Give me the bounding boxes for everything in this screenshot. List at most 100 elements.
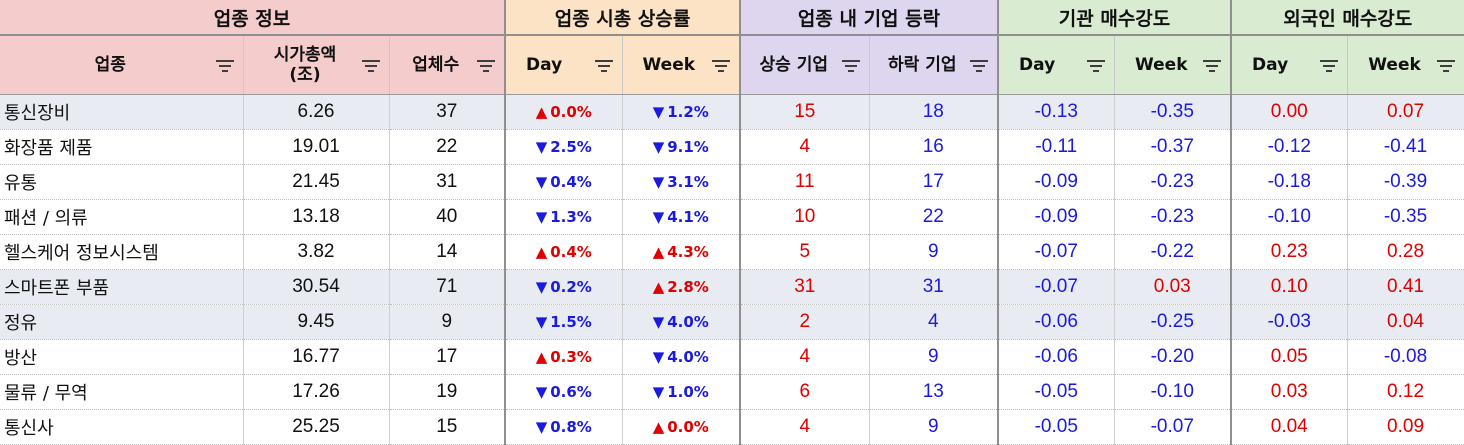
rate-value: 0.8% [550, 418, 592, 436]
for-day-value: 0.03 [1231, 374, 1348, 410]
sector-name: 방산 [0, 339, 244, 375]
table-row[interactable]: 패션 / 의류 13.18 40 ▼ 1.3% ▼ 4.1% 10 22 -0.09 -0.23 -0… [0, 199, 1464, 235]
rate-value: 0.6% [550, 383, 592, 401]
inst-day-value: -0.05 [998, 409, 1115, 445]
group-header-count: 업종 내 기업 등락 [740, 0, 1000, 36]
column-header-sector: 업종 [0, 35, 244, 95]
rate-value: 0.4% [550, 173, 592, 191]
table-row[interactable]: 스마트폰 부품 30.54 71 ▼ 0.2% ▲ 2.8% 31 31 -0.07 0.03 0.1… [0, 269, 1464, 305]
market-cap-value: 6.26 [243, 94, 390, 130]
inst-day-value: -0.09 [998, 199, 1115, 235]
filter-icon[interactable] [1319, 57, 1339, 73]
triangle-down-icon: ▼ [535, 173, 548, 191]
rate-week-cell: ▲ 0.0% [622, 409, 742, 445]
column-label-market-cap: 시가총액 [273, 45, 337, 65]
table-row[interactable]: 통신사 25.25 15 ▼ 0.8% ▲ 0.0% 4 9 -0.05 -0.07 0.04 0.09 [0, 409, 1464, 445]
table-row[interactable]: 헬스케어 정보시스템 3.82 14 ▲ 0.4% ▲ 4.3% 5 9 -0.07 -0.22 0.… [0, 234, 1464, 270]
for-week-value: 0.07 [1347, 94, 1464, 130]
rate-week-cell: ▲ 4.3% [622, 234, 742, 270]
filter-icon[interactable] [1086, 57, 1106, 73]
column-label-market-cap-unit: (조) [289, 65, 321, 85]
filter-icon[interactable] [476, 57, 496, 73]
triangle-up-icon: ▲ [652, 243, 665, 261]
companies-value: 37 [389, 94, 507, 130]
table-row[interactable]: 방산 16.77 17 ▲ 0.3% ▼ 4.0% 4 9 -0.06 -0.20 0.05 -0.08 [0, 339, 1464, 375]
rising-count: 15 [740, 94, 870, 130]
for-week-value: -0.35 [1347, 199, 1464, 235]
column-label-inst-day: Day [1019, 55, 1056, 75]
rate-week-cell: ▼ 9.1% [622, 129, 742, 165]
rate-day-cell: ▼ 0.6% [505, 374, 623, 410]
triangle-down-icon: ▼ [535, 313, 548, 331]
column-label-rate-day: Day [526, 55, 563, 75]
column-label-falling: 하락 기업 [888, 55, 957, 75]
column-header-for-week: Week [1347, 35, 1464, 95]
column-label-companies: 업체수 [412, 55, 460, 75]
sector-name: 스마트폰 부품 [0, 269, 244, 305]
filter-icon[interactable] [594, 57, 614, 73]
column-header-rate-day: Day [505, 35, 623, 95]
for-week-value: 0.12 [1347, 374, 1464, 410]
for-week-value: -0.41 [1347, 129, 1464, 165]
column-label-rate-week: Week [642, 55, 696, 75]
falling-count: 13 [869, 374, 1000, 410]
filter-icon[interactable] [1202, 57, 1222, 73]
rate-day-cell: ▼ 0.4% [505, 164, 623, 200]
sector-name: 정유 [0, 304, 244, 340]
sector-name: 물류 / 무역 [0, 374, 244, 410]
rate-day-cell: ▼ 1.5% [505, 304, 623, 340]
triangle-up-icon: ▲ [652, 418, 665, 436]
triangle-up-icon: ▲ [535, 103, 548, 121]
rising-count: 11 [740, 164, 870, 200]
market-cap-value: 9.45 [243, 304, 390, 340]
rising-count: 6 [740, 374, 870, 410]
group-header-info: 업종 정보 [0, 0, 507, 36]
column-label-for-day: Day [1252, 55, 1289, 75]
inst-week-value: -0.22 [1114, 234, 1233, 270]
filter-icon[interactable] [841, 57, 861, 73]
table-row[interactable]: 물류 / 무역 17.26 19 ▼ 0.6% ▼ 1.0% 6 13 -0.05 -0.10 0.0… [0, 374, 1464, 410]
sector-name: 유통 [0, 164, 244, 200]
sector-name: 통신사 [0, 409, 244, 445]
sector-name: 통신장비 [0, 94, 244, 130]
rate-value: 0.0% [667, 418, 709, 436]
filter-icon[interactable] [711, 57, 731, 73]
rate-value: 4.0% [667, 313, 709, 331]
column-header-inst-week: Week [1114, 35, 1233, 95]
filter-icon[interactable] [361, 57, 381, 73]
inst-week-value: -0.25 [1114, 304, 1233, 340]
rate-value: 0.0% [550, 103, 592, 121]
companies-value: 71 [389, 269, 507, 305]
column-header-rate-week: Week [622, 35, 742, 95]
triangle-up-icon: ▲ [652, 278, 665, 296]
filter-icon[interactable] [969, 57, 989, 73]
rate-value: 4.3% [667, 243, 709, 261]
column-header-falling: 하락 기업 [869, 35, 1000, 95]
falling-count: 31 [869, 269, 1000, 305]
filter-icon[interactable] [215, 57, 235, 73]
for-week-value: 0.04 [1347, 304, 1464, 340]
table-row[interactable]: 통신장비 6.26 37 ▲ 0.0% ▼ 1.2% 15 18 -0.13 -0.35 0.00 0.… [0, 94, 1464, 130]
rate-day-cell: ▼ 2.5% [505, 129, 623, 165]
market-cap-value: 17.26 [243, 374, 390, 410]
for-week-value: 0.41 [1347, 269, 1464, 305]
column-header-companies: 업체수 [389, 35, 507, 95]
rate-value: 0.2% [550, 278, 592, 296]
table-row[interactable]: 화장품 제품 19.01 22 ▼ 2.5% ▼ 9.1% 4 16 -0.11 -0.37 -0.1… [0, 129, 1464, 165]
sector-name: 패션 / 의류 [0, 199, 244, 235]
inst-week-value: -0.20 [1114, 339, 1233, 375]
filter-icon[interactable] [1436, 57, 1456, 73]
table-row[interactable]: 정유 9.45 9 ▼ 1.5% ▼ 4.0% 2 4 -0.06 -0.25 -0.03 0.04 [0, 304, 1464, 340]
triangle-down-icon: ▼ [535, 278, 548, 296]
column-header-row: 업종 시가총액 (조) 업체수 Day Week [0, 35, 1464, 95]
for-day-value: 0.10 [1231, 269, 1348, 305]
companies-value: 31 [389, 164, 507, 200]
rate-value: 4.1% [667, 208, 709, 226]
inst-day-value: -0.07 [998, 234, 1115, 270]
falling-count: 16 [869, 129, 1000, 165]
table-row[interactable]: 유통 21.45 31 ▼ 0.4% ▼ 3.1% 11 17 -0.09 -0.23 -0.18 -0… [0, 164, 1464, 200]
for-day-value: 0.04 [1231, 409, 1348, 445]
market-cap-value: 13.18 [243, 199, 390, 235]
inst-day-value: -0.06 [998, 339, 1115, 375]
group-header-foreign: 외국인 매수강도 [1231, 0, 1464, 36]
